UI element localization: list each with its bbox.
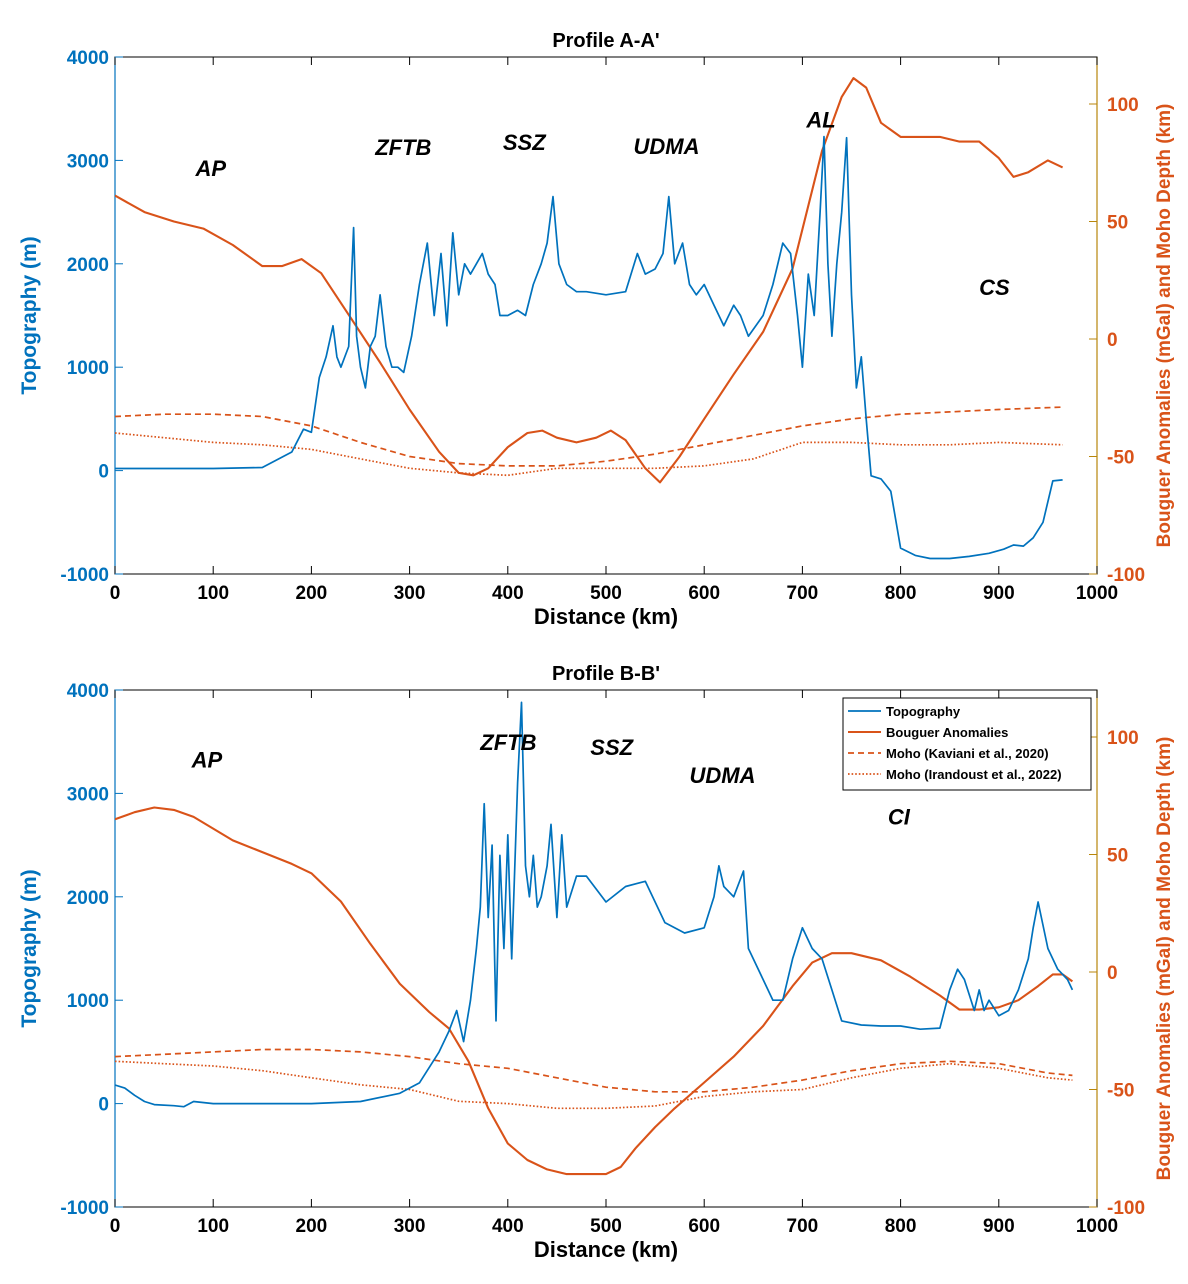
- y-tick-label: 0: [98, 462, 109, 483]
- y-right-tick-label: 50: [1107, 846, 1128, 867]
- y-right-tick-label: -50: [1107, 448, 1134, 469]
- chart-profile-a: 0 100 200 300 400 500 600 700 800 900 1000-1000010…: [18, 30, 1175, 629]
- series-line-moho-irandoust-et-al-2022: [115, 1060, 1073, 1110]
- y-tick-label: 1000: [67, 991, 109, 1012]
- x-axis-label: Distance (km): [534, 1237, 678, 1262]
- region-label: AL: [805, 107, 835, 132]
- chart-profile-b: 0 100 200 300 400 500 600 700 800 900 1000-1000010…: [18, 663, 1175, 1262]
- x-tick-label: 800: [885, 1216, 917, 1237]
- region-label: UDMA: [689, 763, 755, 788]
- y-tick-label: 4000: [67, 48, 109, 69]
- region-label: CI: [888, 804, 911, 829]
- y-right-tick-label: 50: [1107, 213, 1128, 234]
- x-tick-label: 100: [197, 1216, 229, 1237]
- x-tick-label: 800: [885, 583, 917, 604]
- y-tick-label: 3000: [67, 151, 109, 172]
- y-tick-label: 4000: [67, 681, 109, 702]
- region-label: UDMA: [633, 134, 699, 159]
- y-right-tick-label: -100: [1107, 1198, 1145, 1219]
- region-label: ZFTB: [374, 135, 431, 160]
- x-tick-label: 400: [492, 1216, 524, 1237]
- y-tick-label: 3000: [67, 784, 109, 805]
- region-label: ZFTB: [479, 730, 536, 755]
- series-line-moho-kaviani-et-al-2020: [115, 1048, 1073, 1093]
- legend-entry-label: Bouguer Anomalies: [886, 725, 1008, 740]
- x-tick-label: 200: [296, 583, 328, 604]
- legend-entry-label: Moho (Kaviani et al., 2020): [886, 746, 1049, 761]
- chart-title: Profile B-B': [552, 663, 660, 685]
- region-label: SSZ: [590, 735, 634, 760]
- region-label: SSZ: [503, 130, 547, 155]
- region-label: AP: [195, 156, 227, 181]
- plot-frame: [114, 56, 1098, 575]
- region-label: CS: [979, 275, 1010, 300]
- x-tick-label: 400: [492, 583, 524, 604]
- y-right-tick-label: -50: [1107, 1081, 1134, 1102]
- y-tick-label: 2000: [67, 255, 109, 276]
- x-tick-label: 1000: [1076, 1216, 1118, 1237]
- x-tick-label: 900: [983, 1216, 1015, 1237]
- series-line-moho-kaviani-et-al-2020: [115, 406, 1063, 467]
- legend: Topography Bouguer Anomalies Moho (Kaviani…: [842, 697, 1092, 791]
- y-tick-label: 2000: [67, 888, 109, 909]
- x-tick-label: 700: [787, 583, 819, 604]
- y-right-tick-label: 0: [1107, 330, 1118, 351]
- y-axis-label: Topography (m): [18, 236, 41, 394]
- legend-entry-label: Topography: [886, 704, 961, 719]
- series-line-bouguer-anomalies: [115, 806, 1074, 1176]
- series-line-topography: [115, 701, 1074, 1108]
- y-right-tick-label: 100: [1107, 95, 1139, 116]
- series-line-topography: [115, 135, 1063, 560]
- x-tick-label: 0: [110, 1216, 121, 1237]
- x-tick-label: 900: [983, 583, 1015, 604]
- chart-title: Profile A-A': [552, 30, 659, 52]
- x-tick-label: 700: [787, 1216, 819, 1237]
- legend-entry-label: Moho (Irandoust et al., 2022): [886, 767, 1062, 782]
- y-tick-label: 1000: [67, 358, 109, 379]
- x-tick-label: 200: [296, 1216, 328, 1237]
- y-tick-label: 0: [98, 1095, 109, 1116]
- x-tick-label: 600: [688, 1216, 720, 1237]
- region-label: AP: [191, 748, 223, 773]
- x-tick-label: 100: [197, 583, 229, 604]
- x-tick-label: 300: [394, 583, 426, 604]
- series-line-moho-irandoust-et-al-2022: [115, 432, 1063, 477]
- x-tick-label: 500: [590, 583, 622, 604]
- x-tick-label: 0: [110, 583, 121, 604]
- legend-box: [842, 697, 1092, 791]
- y-right-tick-label: 0: [1107, 963, 1118, 984]
- series-line-bouguer-anomalies: [115, 77, 1064, 484]
- y-tick-label: -1000: [60, 565, 109, 586]
- x-tick-label: 300: [394, 1216, 426, 1237]
- x-axis-label: Distance (km): [534, 604, 678, 629]
- x-tick-label: 600: [688, 583, 720, 604]
- y-axis-label: Topography (m): [18, 869, 41, 1027]
- y-right-tick-label: -100: [1107, 565, 1145, 586]
- y-right-tick-label: 100: [1107, 728, 1139, 749]
- y-right-axis-label: Bouguer Anomalies (mGal) and Moho Depth …: [1154, 104, 1175, 548]
- y-tick-label: -1000: [60, 1198, 109, 1219]
- x-tick-label: 1000: [1076, 583, 1118, 604]
- y-right-axis-label: Bouguer Anomalies (mGal) and Moho Depth …: [1154, 737, 1175, 1181]
- x-tick-label: 500: [590, 1216, 622, 1237]
